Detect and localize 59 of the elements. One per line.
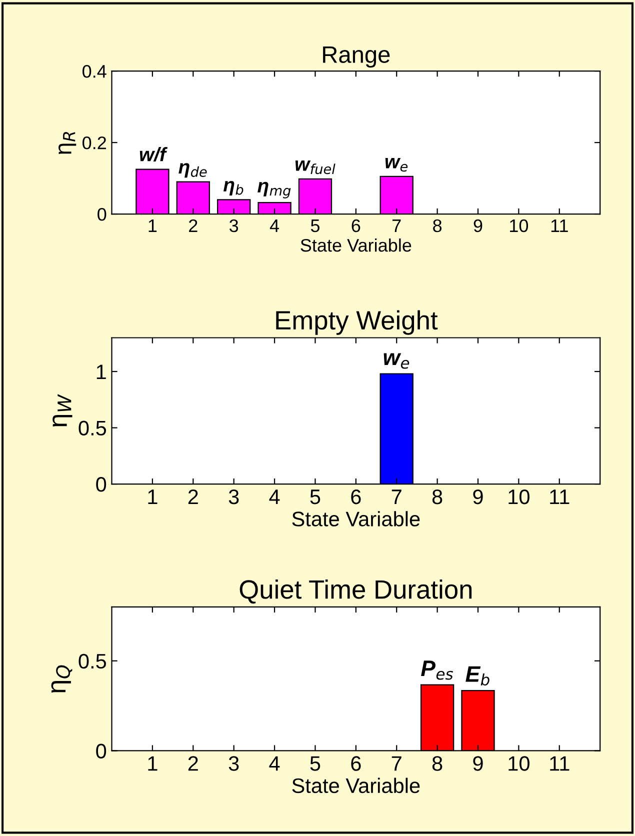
annotation: w$_{fuel}$ bbox=[295, 160, 336, 174]
x-tick-label: 10 bbox=[510, 219, 528, 232]
x-tick-label: 8 bbox=[432, 756, 442, 771]
y-axis-title: η$_{R}$ bbox=[58, 132, 76, 154]
x-tick-label: 8 bbox=[432, 489, 442, 504]
chart-title: Quiet Time Duration bbox=[240, 579, 472, 604]
x-tick-label: 11 bbox=[550, 756, 570, 771]
x-tick-label: 2 bbox=[188, 489, 198, 504]
x-tick-label: 2 bbox=[189, 219, 198, 232]
y-axis-title: η$_{W}$ bbox=[52, 394, 72, 427]
x-axis-title: State Variable bbox=[300, 238, 412, 252]
annotation: η$_{de}$ bbox=[178, 163, 207, 178]
x-tick-label: 5 bbox=[310, 490, 320, 504]
x-tick-label: 6 bbox=[351, 489, 361, 504]
x-axis-title: State Variable bbox=[292, 511, 420, 526]
y-tick-label: 0.2 bbox=[82, 136, 106, 150]
y-tick-label: 0 bbox=[96, 744, 106, 758]
y-tick-label: 0.5 bbox=[78, 654, 106, 669]
y-tick-label: 0 bbox=[96, 477, 106, 492]
y-tick-label: 1 bbox=[96, 364, 106, 380]
x-tick-label: 6 bbox=[351, 756, 361, 771]
x-tick-label: 4 bbox=[269, 490, 280, 504]
annotation: w$_{e}$ bbox=[385, 158, 408, 172]
x-tick-label: 3 bbox=[230, 219, 238, 232]
x-tick-label: 7 bbox=[392, 220, 401, 232]
x-axis-title: State Variable bbox=[292, 778, 420, 794]
x-tick-label: 3 bbox=[228, 756, 239, 771]
x-tick-label: 5 bbox=[310, 756, 320, 771]
x-tick-label: 11 bbox=[550, 490, 570, 504]
annotation: η$_{mg}$ bbox=[258, 182, 291, 198]
x-tick-label: 11 bbox=[551, 220, 568, 232]
x-tick-label: 1 bbox=[148, 756, 158, 771]
x-tick-label: 6 bbox=[352, 219, 360, 232]
y-axis-title: η$_{Q}$ bbox=[51, 665, 72, 693]
x-tick-label: 1 bbox=[148, 220, 157, 232]
x-tick-label: 1 bbox=[148, 490, 158, 504]
x-tick-label: 7 bbox=[392, 490, 402, 504]
annotation: P$_{es}$ bbox=[421, 660, 454, 680]
x-tick-label: 7 bbox=[392, 756, 402, 771]
x-tick-label: 10 bbox=[508, 489, 530, 504]
y-tick-label: 0.5 bbox=[78, 420, 106, 436]
x-tick-label: 4 bbox=[270, 220, 280, 232]
x-tick-label: 8 bbox=[433, 219, 442, 232]
chart-title: Empty Weight bbox=[276, 310, 438, 335]
x-tick-label: 9 bbox=[473, 489, 483, 504]
x-tick-label: 2 bbox=[188, 756, 198, 771]
annotation: w$_{e}$ bbox=[384, 353, 410, 369]
x-tick-label: 10 bbox=[508, 756, 530, 771]
annotation: E$_{b}$ bbox=[466, 666, 490, 686]
x-tick-label: 9 bbox=[474, 219, 482, 232]
x-tick-label: 9 bbox=[473, 756, 483, 771]
annotation: η$_{b}$ bbox=[223, 180, 244, 196]
y-tick-label: 0.4 bbox=[82, 64, 106, 78]
y-tick-label: 0 bbox=[98, 208, 106, 221]
x-tick-label: 5 bbox=[310, 220, 320, 232]
x-tick-label: 3 bbox=[228, 489, 239, 504]
chart-title: Range bbox=[323, 46, 390, 68]
annotation: w/f bbox=[140, 147, 168, 162]
x-tick-label: 4 bbox=[269, 756, 280, 771]
